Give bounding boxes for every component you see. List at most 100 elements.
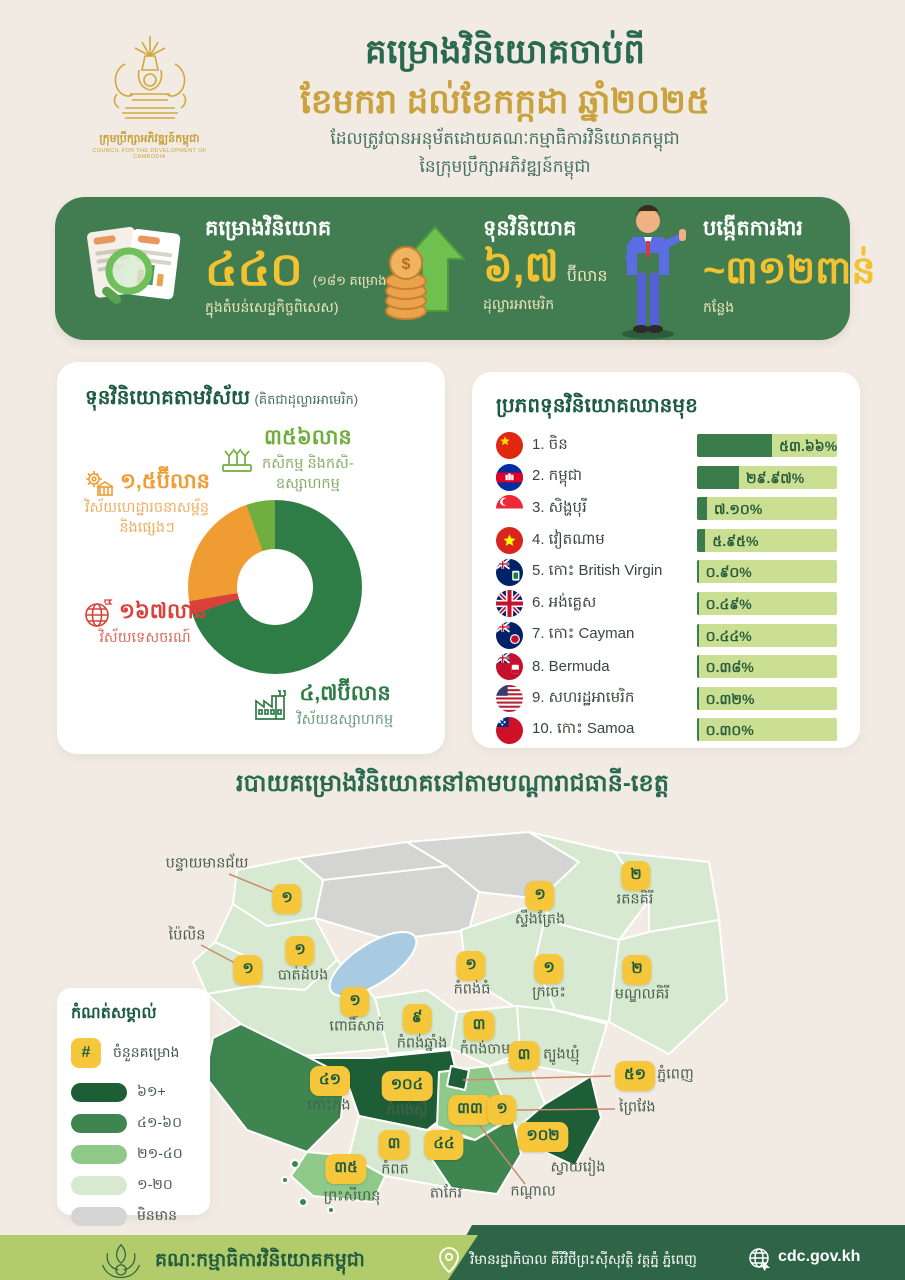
project-count-badge: ១ — [272, 884, 302, 914]
footer: គណៈកម្មាធិការវិនិយោគកម្ពុជា វិមានរដ្ឋាភិ… — [0, 1215, 905, 1280]
source-bar-track: ០.៤៤% — [697, 623, 837, 647]
source-bar-fill — [697, 560, 699, 584]
source-country-name: 8. Bermuda — [532, 658, 610, 676]
province-label: កណ្ដាល — [510, 1183, 556, 1200]
legend-color-pill — [71, 1144, 127, 1164]
source-percent: ២៩.៩៧% — [745, 469, 805, 486]
project-count-badge: ២ — [621, 861, 651, 891]
location-pin-icon — [439, 1247, 459, 1273]
footer-dark-band — [442, 1225, 905, 1280]
project-count-badge: ១ — [285, 936, 315, 966]
source-country-name: 7. កោះ Cayman — [532, 625, 635, 643]
sector-industry-value: ៤,៧ប៊ីលាន — [299, 682, 391, 705]
province-label: ព្រះសីហនុ — [323, 1188, 381, 1205]
source-bar-track: ៥៣.៦៦% — [697, 434, 837, 457]
source-bar-track: ២៩.៩៧% — [697, 465, 837, 489]
sector-infrastructure-value: ១,៥ប៊ីលាន — [120, 470, 210, 493]
sources-list: 1. ចិន ៥៣.៦៦% 2. កម្ពុជា ២៩.៩៧% 3. សិង្ហបុរី… — [496, 430, 837, 746]
legend-range-label: ៦១+ — [137, 1082, 166, 1099]
project-count-badge: ៥១ — [615, 1061, 655, 1091]
donut-hole — [237, 549, 313, 625]
cambodia-map: ១បន្ទាយមានជ័យ១ប៉ៃលិន១បាត់ដំបង១ពោធិ៍សាត់៩… — [145, 818, 905, 1228]
flag-bm-icon — [496, 653, 523, 681]
project-count-badge: ១ — [456, 951, 486, 981]
coastal-islands — [281, 1159, 335, 1214]
province-label: កំពង់ស្ពឺ — [386, 1102, 428, 1119]
province-label: កំពត — [381, 1161, 409, 1178]
source-bar-fill — [697, 718, 699, 742]
project-count-badge: ១ — [525, 881, 555, 911]
stats-banner: គម្រោងវិនិយោគ ៤៤០ (១៨១ គម្រោង ក្នុងតំបន់… — [55, 197, 875, 340]
svg-text:$: $ — [402, 256, 411, 273]
flag-us-icon — [496, 685, 523, 713]
flag-ws-icon — [496, 716, 523, 744]
source-country-row: 9. សហរដ្ឋអាមេរិក ០.៣២% — [496, 683, 837, 715]
flag-vg-icon — [496, 558, 523, 586]
flag-ky-icon — [496, 621, 523, 649]
project-count-badge: ១០៤ — [381, 1071, 433, 1101]
source-bar-fill — [697, 497, 707, 521]
legend-item: មិនមាន — [71, 1202, 196, 1230]
sector-investment-card: ទុនវិនិយោគតាមវិស័យ (គិតជាដុល្លារអាមេរិក)… — [57, 362, 445, 754]
province-label: ស្វាយរៀង — [550, 1159, 606, 1176]
source-percent: ០.៣៨% — [705, 659, 754, 676]
flag-vn-icon — [496, 527, 523, 555]
source-country-row: 5. កោះ British Virgin ០.៩០% — [496, 556, 837, 588]
source-percent: ០.៩០% — [705, 564, 752, 581]
footer-address: វិមានរដ្ឋាភិបាល គីរីវិថីព្រះសុីសុវត្ថិ វ… — [470, 1252, 697, 1267]
province-label: កំពង់ឆ្នាំង — [396, 1035, 448, 1052]
flag-sg-icon — [496, 495, 523, 523]
stat-projects: គម្រោងវិនិយោគ ៤៤០ (១៨១ គម្រោង ក្នុងតំបន់… — [205, 215, 386, 319]
province-label: កំពង់ធំ — [453, 981, 491, 998]
stat-jobs-label: បង្កើតការងារ — [703, 217, 803, 240]
legend-range-label: ៤១-៦០ — [137, 1113, 182, 1130]
province-label: បន្ទាយមានជ័យ — [165, 855, 249, 872]
source-percent: ៧.១០% — [713, 501, 763, 518]
province-label: ភ្នំពេញ — [657, 1066, 694, 1083]
source-bar-fill — [697, 591, 699, 615]
province-label: ត្បូងឃ្មុំ — [543, 1046, 580, 1063]
legend-range-label: មិនមាន — [137, 1206, 177, 1223]
source-country-row: 1. ចិន ៥៣.៦៦% — [496, 430, 837, 462]
source-bar-fill — [697, 434, 773, 457]
project-count-badge: ៣ — [378, 1130, 410, 1160]
legend-color-pill — [71, 1113, 127, 1133]
sector-agriculture-value: ៣៥៦លាន — [264, 426, 352, 449]
legend-range-label: ២១-៤០ — [137, 1144, 183, 1161]
flag-gb-icon — [496, 590, 523, 618]
source-bar-track: ០.៣០% — [697, 718, 837, 742]
logo-caption-khmer: ក្រុមប្រឹក្សាអភិវឌ្ឍន៍កម្ពុជា — [99, 133, 200, 145]
province-label: បាត់ដំបង — [277, 967, 329, 984]
flag-cn-icon — [496, 432, 523, 460]
source-bar-fill — [697, 686, 699, 710]
legend-item: ១-២០ — [71, 1171, 196, 1199]
legend-item: ៤១-៦០ — [71, 1109, 196, 1137]
stat-capital: ទុនវិនិយោគ ៦,៧ ប៊ីលាន ដុល្លារអាមេរិក — [483, 215, 607, 316]
province-label: ព្រៃវែង — [619, 1099, 656, 1116]
sector-tourism-value: ១៦៧លាន — [119, 600, 207, 623]
source-bar-fill — [697, 623, 699, 647]
sector-tourism-name: វិស័យទេសចរណ៍ — [99, 630, 191, 646]
flag-kh-icon — [496, 463, 523, 491]
source-country-row: 4. វៀតណាម ៥.៩៥% — [496, 525, 837, 557]
sector-infrastructure-label: ១,៥ប៊ីលាន វិស័យហេដ្ឋារចនាសម្ព័ន្ធ និងផ្ស… — [67, 468, 227, 538]
province-label: ប៉ៃលិន — [168, 927, 206, 944]
province-label: កំពង់ចាម — [459, 1041, 511, 1058]
footer-website-link[interactable]: cdc.gov.kh — [778, 1248, 861, 1265]
project-count-badge: ១ — [487, 1095, 517, 1125]
province-label: ក្រចេះ — [532, 984, 566, 1001]
source-country-name: 3. សិង្ហបុរី — [532, 498, 587, 516]
source-country-name: 10. កោះ Samoa — [532, 720, 635, 738]
factory-icon — [255, 690, 286, 721]
legend-title: កំណត់សម្គាល់ — [71, 1005, 157, 1022]
sector-industry-label: ៤,៧ប៊ីលាន វិស័យឧស្សាហកម្ម — [253, 680, 393, 731]
sector-agriculture-name1: កសិកម្ម និងកសិ- — [262, 456, 354, 472]
sprout-icon — [222, 448, 252, 472]
sector-donut-chart — [188, 500, 362, 674]
stat-capital-note: ដុល្លារអាមេរិក — [483, 296, 555, 312]
tonle-sap-lake — [328, 931, 418, 997]
province-label: កោះកុង — [307, 1097, 351, 1114]
project-count-badge: ៤៤ — [424, 1130, 464, 1160]
page-title-line2: ខែមករា ដល់ខែកក្កដា ឆ្នាំ២០២៥ — [300, 83, 710, 121]
documents-magnifier-icon — [87, 226, 181, 305]
